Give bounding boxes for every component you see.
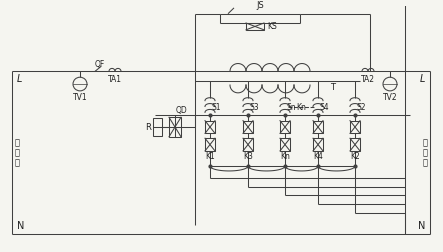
Text: KS: KS [267,22,277,31]
Bar [169,117,181,137]
Text: 输
出
端: 输 出 端 [423,138,427,168]
Bar [280,121,290,133]
Bar [154,118,163,136]
Text: R: R [146,122,152,132]
Bar [350,138,360,151]
Text: TV1: TV1 [73,93,87,102]
Text: JS: JS [256,1,264,10]
Text: S3: S3 [250,103,260,112]
Text: QF: QF [95,60,105,69]
Text: K4: K4 [313,152,323,161]
Bar [246,23,264,30]
Text: TA1: TA1 [108,75,122,84]
Text: S2: S2 [357,103,366,112]
Text: K3: K3 [243,152,253,161]
Text: K2: K2 [350,152,360,161]
Bar [243,121,253,133]
Text: S1: S1 [212,103,222,112]
Text: S4: S4 [320,103,330,112]
Text: N: N [418,222,425,232]
Bar [205,121,215,133]
Text: 输
入
端: 输 入 端 [15,138,19,168]
Bar [205,138,215,151]
Text: K1: K1 [205,152,215,161]
Text: QD: QD [176,106,188,115]
Text: Kn: Kn [280,152,290,161]
Bar [313,121,323,133]
Bar [313,138,323,151]
Text: Kn: Kn [296,103,307,112]
Text: TA2: TA2 [361,75,375,84]
Text: N: N [17,222,24,232]
Bar [243,138,253,151]
Text: L: L [17,74,23,84]
Bar [350,121,360,133]
Text: Sn: Sn [287,103,297,112]
Text: T: T [330,83,335,92]
Text: L: L [420,74,425,84]
Bar [280,138,290,151]
Text: TV2: TV2 [383,93,397,102]
